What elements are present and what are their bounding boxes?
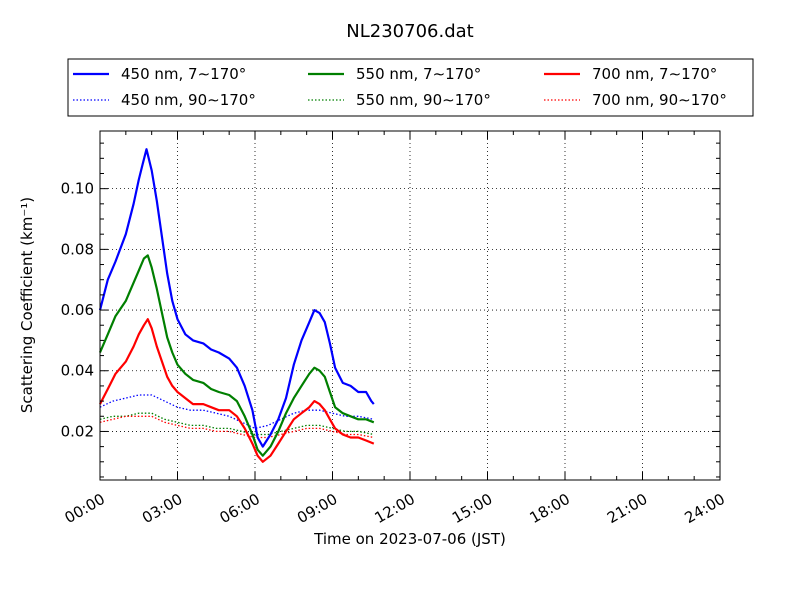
legend-label-3: 550 nm, 90∼170° (356, 91, 491, 109)
legend: 450 nm, 7∼170° 550 nm, 7∼170° 700 nm, 7∼17… (67, 58, 754, 117)
chart-title: NL230706.dat (346, 21, 473, 42)
y-axis-label: Scattering Coefficient (km⁻¹) (18, 197, 36, 413)
legend-label-1: 450 nm, 90∼170° (121, 91, 256, 109)
x-axis-label: Time on 2023-07-06 (JST) (313, 530, 506, 548)
x-tick-label: 03:00 (139, 490, 185, 527)
x-tick-label: 00:00 (62, 490, 108, 527)
grid (100, 131, 720, 480)
x-tick-label: 15:00 (449, 490, 495, 527)
series-lines (98, 148, 375, 463)
x-tick-label: 24:00 (682, 490, 728, 527)
legend-label-2: 550 nm, 7∼170° (356, 65, 481, 83)
x-tick-label: 09:00 (294, 490, 340, 527)
y-tick-label: 0.10 (61, 180, 94, 198)
legend-label-5: 700 nm, 90∼170° (592, 91, 727, 109)
series-line-2 (98, 254, 375, 457)
y-tick-label: 0.06 (61, 301, 94, 319)
x-tick-label: 21:00 (604, 490, 650, 527)
y-tick-label: 0.04 (61, 362, 94, 380)
x-tick-label: 12:00 (372, 490, 418, 527)
legend-label-0: 450 nm, 7∼170° (121, 65, 246, 83)
plot-area: 00:00 03:00 06:00 09:00 12:00 15:00 18:00 21:00… (61, 130, 728, 527)
series-line-5 (99, 415, 374, 439)
series-line-4 (99, 318, 375, 463)
series-line-3 (99, 412, 374, 436)
y-tick-label: 0.08 (61, 240, 94, 258)
x-tick-label: 06:00 (217, 490, 263, 527)
x-tick-label: 18:00 (527, 490, 573, 527)
series-line-0 (98, 148, 375, 448)
legend-label-4: 700 nm, 7∼170° (592, 65, 717, 83)
y-tick-label: 0.02 (61, 422, 94, 440)
legend-frame (67, 58, 754, 117)
axis-ticks: 00:00 03:00 06:00 09:00 12:00 15:00 18:00 21:00… (61, 131, 728, 527)
